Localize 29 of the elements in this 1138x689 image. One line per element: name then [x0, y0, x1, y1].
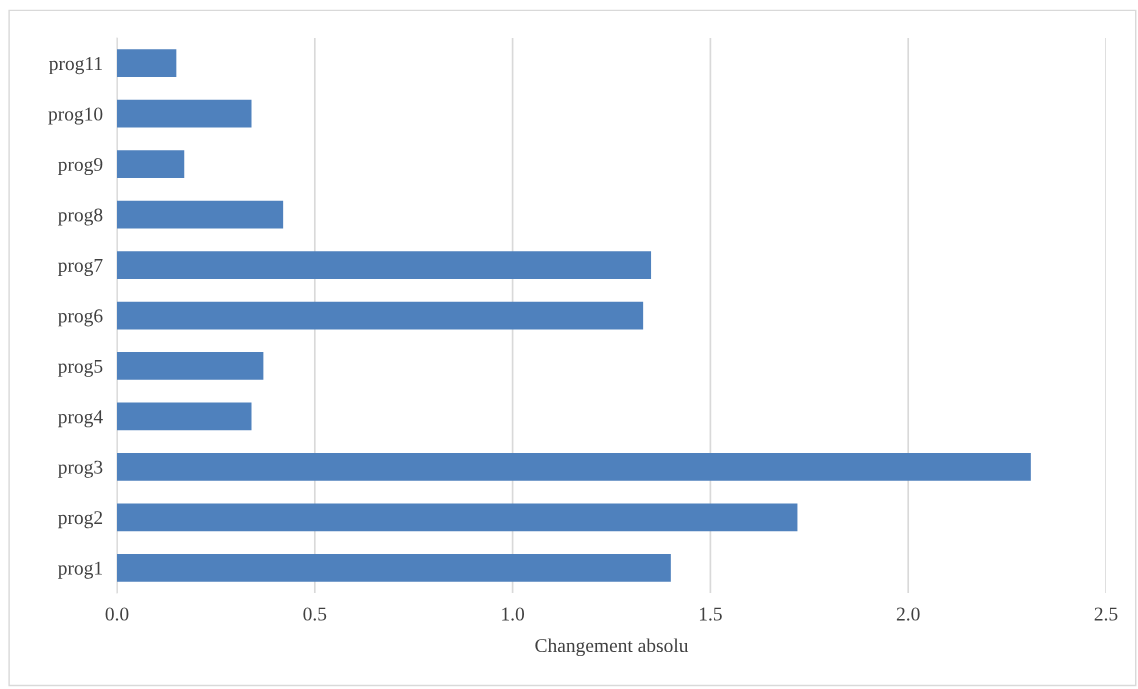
x-tick-label: 1.5	[699, 607, 722, 621]
x-tick-label: 2.0	[896, 607, 920, 621]
bar	[117, 251, 652, 279]
bar	[117, 352, 264, 380]
x-tick-label: 1.0	[502, 607, 525, 621]
bar	[117, 99, 252, 128]
bar	[117, 49, 177, 78]
x-tick-label: 0.5	[303, 607, 327, 621]
bar	[117, 452, 1031, 481]
bar	[117, 503, 798, 532]
bar	[117, 301, 644, 330]
bar	[117, 200, 284, 229]
y-tick-label: prog10	[48, 107, 103, 125]
y-tick-label: prog5	[58, 359, 103, 377]
y-tick-label: prog7	[58, 259, 103, 276]
y-tick-label: prog8	[58, 208, 103, 226]
bar	[117, 402, 252, 431]
x-axis-title: Changement absolu	[535, 638, 689, 657]
x-tick-label: 0.0	[105, 607, 129, 621]
y-tick-label: prog3	[58, 460, 103, 478]
y-tick-label: prog2	[58, 511, 103, 529]
bar	[117, 553, 671, 582]
bar	[117, 150, 185, 179]
y-tick-label: prog6	[58, 309, 103, 327]
y-tick-label: prog9	[58, 157, 103, 176]
y-tick-label: prog11	[49, 57, 102, 75]
y-tick-label: prog4	[58, 410, 103, 428]
y-tick-label: prog1	[58, 561, 102, 579]
x-tick-label: 2.5	[1094, 607, 1118, 621]
